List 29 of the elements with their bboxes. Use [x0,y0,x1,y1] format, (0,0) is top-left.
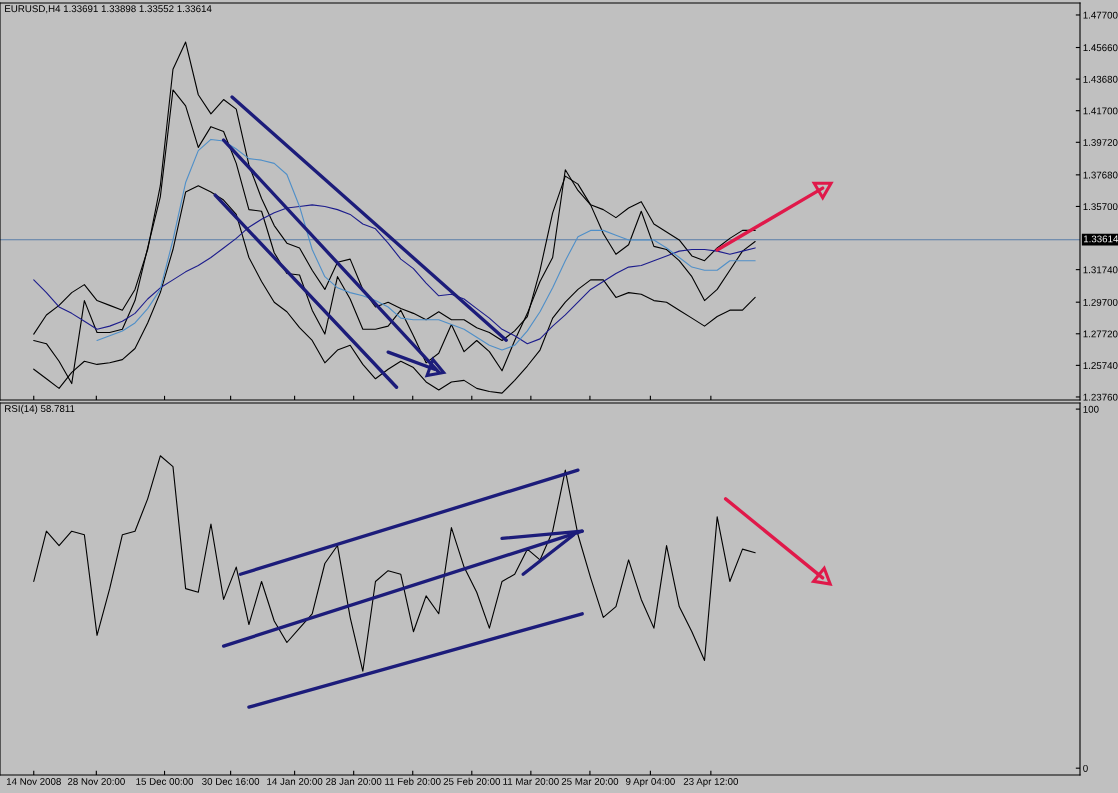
y-tick-label: 1.45660 [1083,44,1118,52]
x-tick-label: 30 Dec 16:00 [202,778,260,785]
y-tick-label: 100 [1083,405,1099,413]
x-tick-label: 9 Apr 04:00 [625,778,675,787]
x-tick-label: 23 Apr 12:00 [683,778,739,787]
y-tick-label: 1.41700 [1083,107,1118,115]
y-tick-label: 1.29700 [1083,298,1118,306]
y-tick-label: 1.31740 [1083,266,1118,274]
y-tick-label: 1.47700 [1083,11,1118,19]
y-tick-label: 1.27720 [1083,330,1118,338]
y-tick-label: 1.23760 [1083,393,1118,401]
x-tick-label: 11 Mar 20:00 [503,778,559,785]
x-tick-label: 14 Jan 20:00 [267,778,323,785]
x-tick-label: 15 Dec 00:00 [136,778,194,785]
y-tick-label: 1.37680 [1083,171,1118,179]
x-tick-label: 28 Nov 20:00 [67,778,125,785]
chart-title: RSI(14) 58.7811 [5,404,75,414]
y-tick-label: 1.25740 [1083,362,1118,369]
y-tick-label: 1.35700 [1083,203,1118,211]
y-tick-label: 1.39720 [1083,139,1118,146]
x-tick-label: 11 Feb 20:00 [385,777,441,785]
x-tick-label: 25 Feb 20:00 [443,777,501,785]
chart-title: EURUSD,H4 1.33691 1.33898 1.33552 1.33614 [5,5,212,14]
x-tick-label: 28 Jan 20:00 [326,778,382,785]
x-tick-label: 14 Nov 2008 [6,778,61,785]
ref-line-label: 1.33614 [1083,235,1118,243]
x-tick-label: 25 Mar 20:00 [561,778,619,785]
y-tick-label: 0 [1083,764,1088,772]
y-tick-label: 1.43680 [1083,75,1118,83]
